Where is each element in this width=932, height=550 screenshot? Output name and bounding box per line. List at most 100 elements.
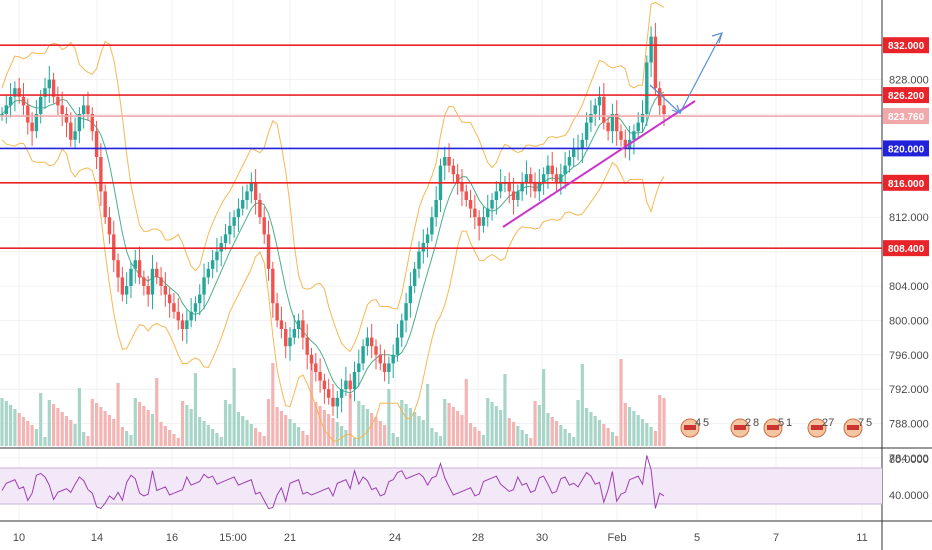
candle-body — [498, 182, 503, 192]
volume-bar — [305, 435, 309, 446]
candle-body — [486, 208, 490, 218]
time-tick-label: 24 — [389, 532, 401, 544]
volume-bar — [301, 431, 305, 446]
trendline[interactable] — [502, 100, 696, 228]
volume-bar — [653, 431, 658, 446]
candle-body — [322, 380, 327, 390]
event-marker-label: 1 — [786, 417, 792, 429]
volume-bar — [628, 407, 632, 446]
volume-bar — [331, 418, 335, 446]
volume-bar — [99, 407, 103, 446]
volume-bar — [133, 398, 137, 446]
candle-body — [391, 354, 395, 364]
candle-body — [554, 174, 559, 183]
volume-bar — [64, 416, 69, 446]
level-tag — [883, 174, 929, 191]
volume-bar — [26, 421, 30, 446]
volume-bar — [322, 410, 327, 446]
candle-body — [124, 286, 129, 295]
candle-body — [146, 286, 150, 295]
candle-body — [357, 363, 361, 372]
candle-body — [30, 122, 34, 132]
candle-body — [17, 88, 21, 97]
time-tick-label: 16 — [166, 532, 178, 544]
volume-bar — [254, 428, 258, 446]
volume-bar — [228, 404, 232, 446]
candle-body — [425, 234, 430, 243]
volume-bar — [275, 407, 279, 446]
price-tick-label: 828.000 — [889, 75, 929, 87]
candle-body — [120, 277, 125, 295]
volume-bar — [168, 430, 172, 446]
price-tick-label: 788.000 — [889, 419, 929, 431]
volume-bar — [159, 422, 163, 446]
time-tick-label: 14 — [91, 532, 103, 544]
candle-body — [653, 36, 658, 89]
candle-body — [202, 277, 206, 295]
candle-body — [8, 96, 13, 106]
volume-bar — [47, 400, 51, 446]
candle-body — [215, 251, 219, 261]
candle-body — [404, 303, 408, 321]
candle-body — [86, 105, 90, 114]
time-tick-label: 30 — [536, 532, 548, 544]
volume-bar — [21, 417, 26, 446]
volume-bar — [546, 413, 550, 446]
volume-bar — [56, 408, 60, 446]
volume-bar — [395, 437, 400, 446]
candle-body — [176, 311, 180, 321]
candle-body — [615, 114, 619, 132]
volume-bar — [215, 433, 219, 446]
volume-bar — [456, 411, 460, 446]
volume-bar — [198, 417, 202, 446]
candle-body — [56, 96, 60, 106]
candle-body — [645, 62, 649, 114]
event-marker-label: 8 — [753, 417, 759, 429]
candle-body — [129, 268, 133, 286]
volume-bar — [13, 409, 17, 446]
level-tag — [883, 240, 929, 257]
volume-bar — [211, 429, 215, 446]
volume-bar — [202, 421, 206, 446]
volume-bar — [400, 400, 404, 446]
candle-body — [430, 217, 434, 235]
arrow-head-up — [711, 32, 723, 44]
candle-body — [43, 88, 47, 97]
volume-bar — [378, 421, 382, 446]
price-tick-label: 804.000 — [889, 281, 929, 293]
volume-bar — [206, 425, 210, 446]
candle-body — [253, 182, 258, 200]
volume-bar — [537, 405, 541, 446]
volume-bar — [137, 402, 142, 446]
candle-body — [26, 105, 30, 123]
volume-bar — [486, 398, 490, 446]
candle-body — [275, 303, 279, 321]
price-tick-label: 792.000 — [889, 384, 929, 396]
volume-bar — [146, 410, 150, 446]
volume-bar — [150, 414, 155, 446]
volume-bar — [8, 405, 13, 446]
volume-bar — [77, 388, 81, 446]
candle-body — [507, 182, 511, 192]
level-tag — [883, 37, 929, 54]
volume-bar — [387, 389, 391, 446]
event-marker-label: 7 — [858, 417, 864, 429]
volume-bar — [17, 413, 21, 446]
candle-body — [249, 182, 254, 192]
volume-bar — [572, 437, 576, 446]
event-flag-stripe — [684, 425, 696, 430]
candle-body — [636, 122, 640, 132]
volume-bar — [172, 434, 176, 446]
candle-body — [77, 114, 82, 132]
volume-bar — [477, 431, 481, 446]
time-tick-label: 7 — [773, 532, 779, 544]
candle-body — [327, 389, 331, 398]
candle-body — [94, 131, 99, 157]
candle-body — [228, 225, 232, 235]
volume-bar — [34, 429, 38, 446]
candle-body — [352, 372, 357, 390]
candle-body — [533, 182, 537, 192]
event-marker-label: 27 — [822, 417, 834, 429]
volume-bar — [365, 409, 369, 446]
